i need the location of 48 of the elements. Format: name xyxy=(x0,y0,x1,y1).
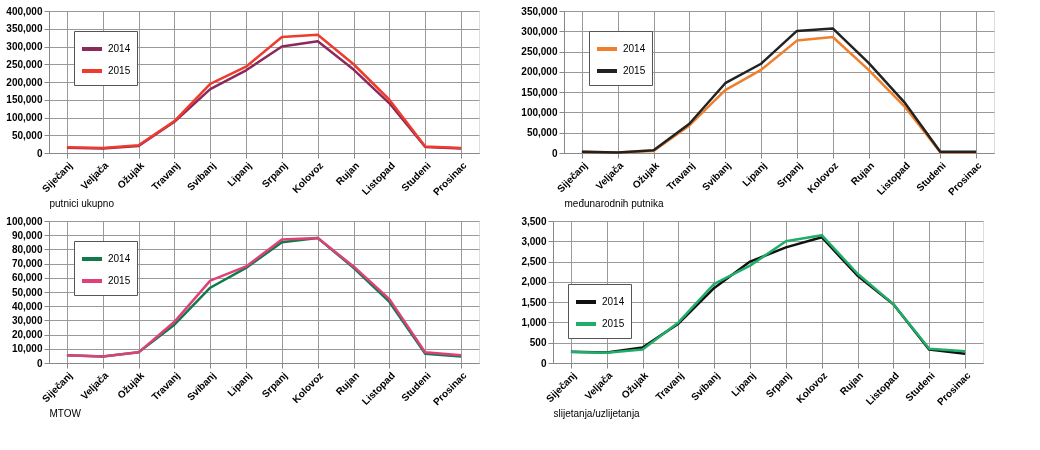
y-tick-label: 100,000 xyxy=(6,112,43,123)
legend-label: 2015 xyxy=(623,65,646,76)
y-tick-label: 350,000 xyxy=(6,23,43,35)
y-tick-label: 3,500 xyxy=(521,215,547,227)
y-tick-label: 40,000 xyxy=(11,300,43,312)
y-tick-label: 0 xyxy=(36,147,43,159)
y-tick-label: 60,000 xyxy=(11,272,43,284)
y-tick-label: 150,000 xyxy=(521,86,558,98)
y-tick-label: 100,000 xyxy=(6,215,43,227)
y-tick-label: 200,000 xyxy=(521,66,558,78)
legend-label: 2014 xyxy=(602,296,625,307)
x-axis-title: slijetanja/uzlijetanja xyxy=(553,408,641,420)
x-axis-title: putnici ukupno xyxy=(49,198,115,210)
y-tick-label: 1,000 xyxy=(521,316,547,328)
y-tick-label: 150,000 xyxy=(6,94,43,106)
legend-label: 2015 xyxy=(108,275,131,286)
y-tick-label: 80,000 xyxy=(11,243,43,255)
y-tick-label: 2,500 xyxy=(521,256,547,268)
legend-label: 2014 xyxy=(108,253,131,264)
y-tick-label: 500 xyxy=(529,337,547,349)
y-tick-label: 50,000 xyxy=(11,286,43,298)
y-tick-label: 300,000 xyxy=(521,25,558,37)
y-tick-label: 250,000 xyxy=(6,58,43,70)
legend-label: 2015 xyxy=(602,318,625,329)
y-tick-label: 350,000 xyxy=(521,5,558,17)
y-tick-label: 0 xyxy=(540,357,547,369)
x-axis-title: međunarodnih putnika xyxy=(564,198,664,210)
y-tick-label: 20,000 xyxy=(11,329,43,341)
legend-label: 2015 xyxy=(108,65,131,76)
y-tick-label: 70,000 xyxy=(11,258,43,270)
y-tick-label: 300,000 xyxy=(6,41,43,52)
y-tick-label: 50,000 xyxy=(526,127,558,139)
y-tick-label: 200,000 xyxy=(6,76,43,88)
y-tick-label: 3,000 xyxy=(521,235,547,247)
legend-label: 2014 xyxy=(108,43,131,54)
y-tick-label: 1,500 xyxy=(521,296,547,308)
y-tick-label: 0 xyxy=(551,147,558,159)
x-axis-title: MTOW xyxy=(49,408,82,420)
y-tick-label: 400,000 xyxy=(6,5,43,17)
y-tick-label: 50,000 xyxy=(11,129,43,141)
y-tick-label: 30,000 xyxy=(11,314,43,326)
legend-label: 2014 xyxy=(623,43,646,54)
y-tick-label: 10,000 xyxy=(11,343,43,355)
y-tick-label: 90,000 xyxy=(11,229,43,241)
y-tick-label: 0 xyxy=(36,357,43,369)
y-tick-label: 100,000 xyxy=(521,106,558,118)
y-tick-label: 2,000 xyxy=(521,276,547,288)
y-tick-label: 250,000 xyxy=(521,46,558,58)
